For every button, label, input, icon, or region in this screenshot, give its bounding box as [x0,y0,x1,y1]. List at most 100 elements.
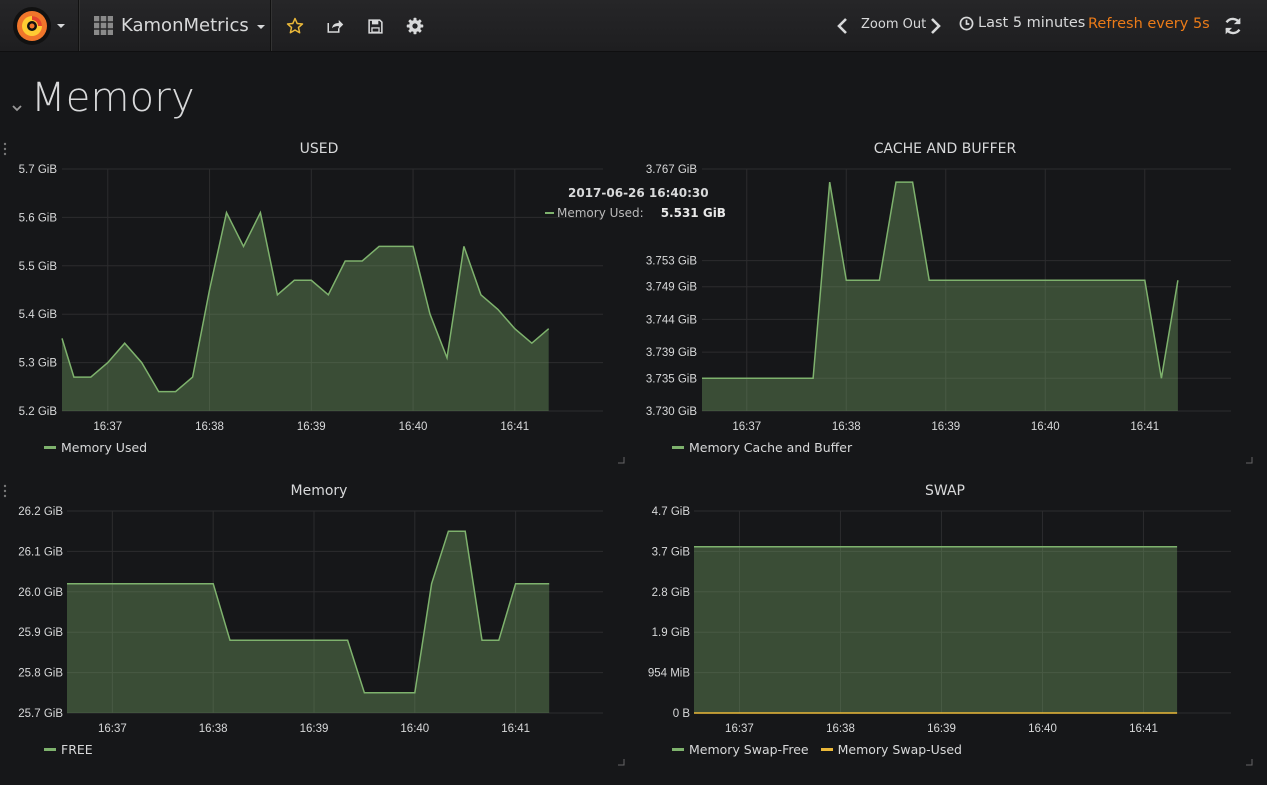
legend-item[interactable]: Memory Swap-Free [672,742,809,757]
y-tick-label: 5.3 GiB [19,358,58,370]
legend-item[interactable]: FREE [44,742,93,757]
y-tick-label: 3.767 GiB [646,164,697,176]
save-button[interactable] [362,13,388,39]
series-line [702,181,1179,380]
chevron-down-icon [57,24,65,28]
panel-title[interactable]: USED [299,141,339,157]
x-tick-label: 16:41 [501,723,530,735]
y-tick-label: 2.8 GiB [652,587,691,599]
memory-legend: FREE [44,742,105,757]
panel-title[interactable]: CACHE AND BUFFER [873,141,1017,157]
y-tick-label: 5.2 GiB [19,406,58,418]
series-area [62,212,549,411]
chevron-left-icon[interactable] [833,15,853,37]
share-icon [327,20,344,33]
series-area [694,546,1178,713]
series-area [702,182,1178,411]
memory-chart[interactable]: 26.2 GiB 26.1 GiB 26.0 GiB 25.9 GiB 25.8 GiB… [0,483,630,783]
gear-icon [406,17,424,35]
dashboard-picker[interactable]: KamonMetrics [84,0,265,51]
panel-cache-and-buffer: CACHE AND BUFFER 3.767 GiB 3.753 GiB 3.749… [630,141,1260,471]
zoom-out-button[interactable]: Zoom Out [861,17,927,32]
x-tick-label: 16:38 [195,421,224,433]
swap-legend: Memory Swap-Free Memory Swap-Used [672,742,974,757]
panel-resize-handle[interactable] [1245,456,1253,464]
y-tick-label: 25.7 GiB [18,708,63,720]
legend-item[interactable]: Memory Swap-Used [820,742,962,757]
used-chart[interactable]: 5.7 GiB 5.6 GiB 5.5 GiB 5.4 GiB 5.3 GiB 5.2 G… [0,141,630,471]
y-tick-label: 4.7 GiB [652,506,691,518]
y-tick-label: 5.5 GiB [19,261,58,273]
x-tick-label: 16:39 [927,723,956,735]
tooltip-series-name: Memory Used: [557,206,644,220]
time-range-picker[interactable]: Last 5 minutes [959,15,1085,31]
legend-item[interactable]: Memory Used [44,440,147,455]
legend-swatch [672,446,684,449]
panel-resize-handle[interactable] [1245,758,1253,766]
x-tick-label: 16:37 [732,421,761,433]
legend-label: Memory Swap-Free [689,742,809,757]
panel-resize-handle[interactable] [617,758,625,766]
used-legend: Memory Used [44,440,159,455]
legend-item[interactable]: Memory Cache and Buffer [672,440,852,455]
panel-title[interactable]: Memory [290,483,348,499]
legend-label: Memory Used [61,440,148,455]
navbar-divider [78,0,79,51]
panel-used: USED 5.7 GiB 5.6 GiB 5.5 GiB 5.4 GiB 5.3 GiB… [0,141,630,471]
x-tick-label: 16:40 [1028,723,1057,735]
x-tick-label: 16:38 [199,723,228,735]
navbar-divider [270,0,271,51]
y-tick-label: 3.735 GiB [646,373,697,385]
settings-button[interactable] [402,13,428,39]
y-tick-label: 26.1 GiB [18,546,63,558]
x-tick-label: 16:37 [93,421,122,433]
y-tick-label: 5.4 GiB [19,309,58,321]
x-tick-label: 16:38 [832,421,861,433]
y-tick-label: 3.739 GiB [646,347,697,359]
swap-chart[interactable]: 4.7 GiB 3.7 GiB 2.8 GiB 1.9 GiB 954 MiB 0 B 16… [630,483,1260,783]
row-drag-handle[interactable] [3,142,7,156]
chevron-right-icon[interactable] [925,15,945,37]
y-tick-label: 3.749 GiB [646,282,697,294]
grafana-menu-button[interactable] [10,5,70,47]
y-tick-label: 25.9 GiB [18,627,63,639]
series-area [67,531,550,713]
refresh-interval-label[interactable]: Refresh every 5s [1088,16,1210,32]
panel-title[interactable]: SWAP [925,483,965,499]
grafana-logo-icon [13,7,51,45]
x-tick-label: 16:39 [300,723,329,735]
x-tick-label: 16:41 [500,421,529,433]
row-title[interactable]: Memory [31,75,195,121]
y-tick-label: 26.0 GiB [18,587,63,599]
legend-swatch [44,748,56,751]
legend-swatch [44,446,56,449]
tooltip-value: 5.531 GiB [660,206,726,220]
x-tick-label: 16:37 [725,723,754,735]
legend-label: Memory Cache and Buffer [689,440,853,455]
star-icon [286,17,304,34]
time-range-label: Last 5 minutes [978,15,1086,31]
legend-label: Memory Swap-Used [837,742,962,757]
panel-resize-handle[interactable] [617,456,625,464]
refresh-icon[interactable] [1222,15,1244,37]
y-tick-label: 1.9 GiB [652,627,691,639]
chevron-down-icon [256,25,265,29]
save-icon [367,18,383,34]
x-tick-label: 16:40 [400,723,429,735]
star-button[interactable] [282,13,308,39]
dashboard-grid-icon [94,16,113,35]
x-tick-label: 16:41 [1130,421,1159,433]
share-button[interactable] [322,13,348,39]
graph-tooltip: 2017-06-26 16:40:30 Memory Used: 5.531 G… [545,186,726,220]
clock-icon [959,16,974,30]
y-tick-label: 25.8 GiB [18,668,63,680]
x-tick-label: 16:39 [297,421,326,433]
cache-legend: Memory Cache and Buffer [672,440,864,455]
chevron-down-icon[interactable] [10,101,24,115]
y-tick-label: 5.6 GiB [19,212,58,224]
row-drag-handle[interactable] [3,484,7,498]
panel-swap: SWAP 4.7 GiB 3.7 GiB 2.8 GiB 1.9 GiB 954 MiB… [630,483,1260,783]
legend-label: FREE [61,742,93,757]
cache-chart[interactable]: 3.767 GiB 3.753 GiB 3.749 GiB 3.744 GiB 3.73… [630,141,1260,471]
panel-memory: Memory 26.2 GiB 26.1 GiB 26.0 GiB 25.9 GiB 2… [0,483,630,783]
